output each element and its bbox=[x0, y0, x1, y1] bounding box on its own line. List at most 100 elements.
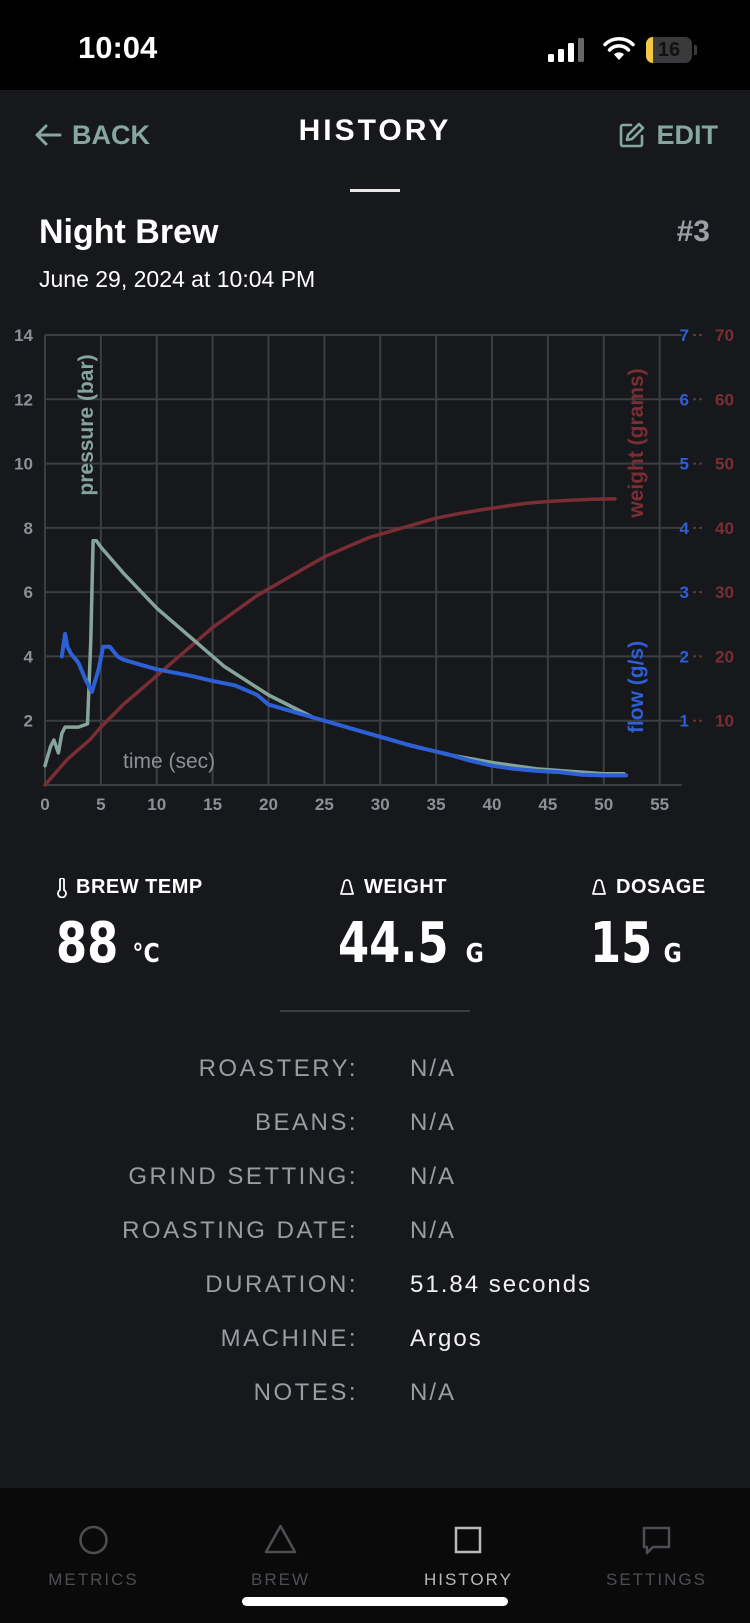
battery-icon: 16 bbox=[646, 37, 698, 63]
flow-axis-label: flow (g/s) bbox=[625, 641, 648, 733]
weight-tick-label: 10 bbox=[715, 712, 734, 731]
weight-tick-label: 30 bbox=[715, 583, 734, 602]
pressure-tick-label: 14 bbox=[14, 326, 33, 345]
thermometer-icon bbox=[57, 877, 67, 898]
x-tick-label: 30 bbox=[371, 795, 390, 814]
flow-tick-label: 3 bbox=[680, 583, 689, 602]
x-axis-label: time (sec) bbox=[123, 750, 215, 773]
weight-tick-label: 40 bbox=[715, 519, 734, 538]
tab-brew[interactable]: BREW bbox=[187, 1488, 374, 1598]
weight-unit: G bbox=[465, 939, 484, 969]
detail-label: ROASTING DATE: bbox=[122, 1217, 358, 1244]
tab-label: SETTINGS bbox=[605, 1570, 707, 1589]
brew-number: #3 bbox=[676, 215, 710, 248]
tab-label: HISTORY bbox=[424, 1570, 513, 1589]
square-icon bbox=[454, 1526, 482, 1554]
flow-tick-label: 1 bbox=[680, 712, 689, 731]
x-tick-label: 55 bbox=[650, 795, 669, 814]
cellular-signal-icon bbox=[548, 38, 584, 62]
flow-tick-label: 7 bbox=[680, 326, 689, 345]
weight-value: 44.5 bbox=[338, 911, 449, 976]
detail-value: N/A bbox=[410, 1163, 457, 1190]
flow-tick-label: 4 bbox=[680, 519, 690, 538]
x-tick-label: 5 bbox=[96, 795, 105, 814]
detail-value: 51.84 seconds bbox=[410, 1271, 593, 1298]
home-indicator bbox=[242, 1597, 508, 1606]
weight-icon bbox=[592, 878, 606, 895]
flow-series-line bbox=[59, 631, 629, 778]
edit-icon bbox=[620, 122, 645, 148]
circle-icon bbox=[79, 1525, 108, 1555]
weight-tick-label: 50 bbox=[715, 455, 734, 474]
dosage-stat: DOSAGE 15 G bbox=[590, 876, 706, 976]
detail-value: N/A bbox=[410, 1217, 457, 1244]
x-tick-label: 35 bbox=[427, 795, 446, 814]
brew-date: June 29, 2024 at 10:04 PM bbox=[39, 266, 316, 292]
detail-label: GRIND SETTING: bbox=[128, 1163, 358, 1190]
pressure-tick-label: 2 bbox=[24, 712, 33, 731]
flow-tick-label: 2 bbox=[680, 647, 689, 666]
detail-row-notes: NOTES: N/A bbox=[0, 1369, 750, 1423]
weight-axis-label: weight (grams) bbox=[625, 368, 648, 518]
weight-tick-label: 20 bbox=[715, 647, 734, 666]
brew-details: ROASTERY: N/A BEANS: N/A GRIND SETTING: … bbox=[0, 1045, 750, 1423]
x-tick-label: 40 bbox=[483, 795, 502, 814]
back-label: BACK bbox=[72, 119, 150, 150]
detail-label: ROASTERY: bbox=[198, 1055, 358, 1082]
status-time: 10:04 bbox=[78, 30, 158, 65]
pressure-tick-label: 4 bbox=[24, 647, 34, 666]
edit-button[interactable]: EDIT bbox=[618, 115, 718, 155]
wifi-icon bbox=[603, 37, 635, 60]
brew-temp-value: 88 bbox=[56, 911, 119, 976]
weight-series-line bbox=[43, 497, 617, 787]
weight-label: WEIGHT bbox=[364, 876, 447, 898]
dosage-unit: G bbox=[663, 939, 682, 969]
pressure-tick-label: 12 bbox=[14, 390, 33, 409]
tab-settings[interactable]: SETTINGS bbox=[563, 1488, 750, 1598]
pressure-tick-label: 8 bbox=[24, 519, 33, 538]
detail-row-beans: BEANS: N/A bbox=[0, 1099, 750, 1153]
weight-tick-label: 70 bbox=[715, 326, 734, 345]
detail-label: MACHINE: bbox=[220, 1325, 358, 1352]
pressure-axis-label: pressure (bar) bbox=[75, 354, 98, 495]
x-tick-label: 0 bbox=[40, 795, 49, 814]
back-button[interactable]: BACK bbox=[34, 115, 150, 155]
detail-label: BEANS: bbox=[254, 1109, 358, 1136]
pressure-series-line bbox=[43, 538, 626, 776]
x-tick-label: 50 bbox=[594, 795, 613, 814]
detail-value: N/A bbox=[410, 1055, 457, 1082]
detail-label: NOTES: bbox=[253, 1379, 358, 1406]
detail-row-grind-setting: GRIND SETTING: N/A bbox=[0, 1153, 750, 1207]
page-title: HISTORY bbox=[298, 114, 452, 147]
brew-name: Night Brew bbox=[39, 213, 219, 251]
tab-metrics[interactable]: METRICS bbox=[0, 1488, 187, 1598]
edit-label: EDIT bbox=[656, 119, 718, 150]
x-tick-label: 15 bbox=[203, 795, 222, 814]
dosage-value: 15 bbox=[590, 911, 653, 976]
status-bar: 10:04 16 bbox=[0, 0, 750, 90]
tab-label: BREW bbox=[251, 1570, 310, 1589]
pressure-tick-label: 10 bbox=[14, 455, 33, 474]
brew-temp-unit: °C bbox=[132, 939, 160, 969]
tab-history[interactable]: HISTORY bbox=[375, 1488, 562, 1598]
title-underline bbox=[350, 189, 400, 192]
arrow-left-icon bbox=[35, 124, 62, 146]
flow-tick-label: 5 bbox=[680, 455, 689, 474]
pressure-tick-label: 6 bbox=[24, 583, 33, 602]
brew-chart: 0 5 10 15 20 25 30 35 40 45 50 55246810121412345671… bbox=[14, 326, 734, 814]
flow-tick-label: 6 bbox=[680, 390, 689, 409]
detail-row-machine: MACHINE: Argos bbox=[0, 1315, 750, 1369]
x-tick-label: 25 bbox=[315, 795, 334, 814]
x-tick-label: 20 bbox=[259, 795, 278, 814]
detail-value: N/A bbox=[410, 1109, 457, 1136]
weight-stat: WEIGHT 44.5 G bbox=[338, 876, 486, 976]
brew-temp-label: BREW TEMP bbox=[76, 876, 203, 898]
detail-label: DURATION: bbox=[205, 1271, 358, 1298]
detail-value: N/A bbox=[410, 1379, 457, 1406]
x-tick-label: 10 bbox=[147, 795, 166, 814]
weight-tick-label: 60 bbox=[715, 390, 734, 409]
detail-value: Argos bbox=[410, 1325, 483, 1352]
tab-label: METRICS bbox=[48, 1570, 139, 1589]
x-tick-label: 45 bbox=[538, 795, 557, 814]
detail-row-roastery: ROASTERY: N/A bbox=[0, 1045, 750, 1099]
